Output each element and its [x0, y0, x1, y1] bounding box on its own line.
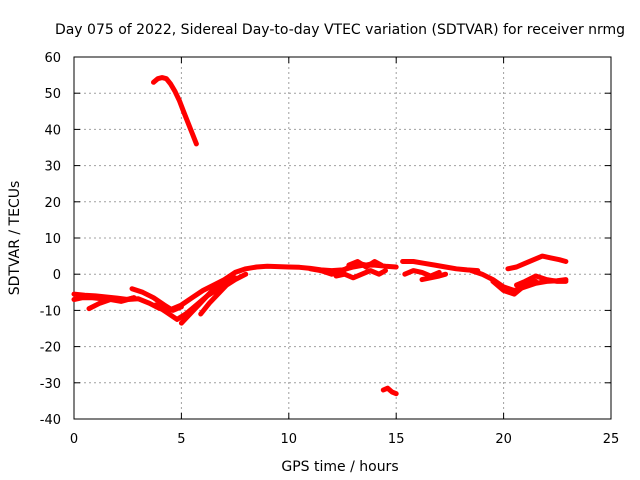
axis-ticks: 0 5 10 15 20 25 -40 -30 -20 -10 0 10 20 30 40 50 60	[40, 51, 620, 447]
chart-title: Day 075 of 2022, Sidereal Day-to-day VTE…	[55, 22, 625, 38]
y-tick-label: -20	[40, 341, 61, 356]
series-arc-early-upper	[129, 286, 184, 313]
x-tick-label: 0	[70, 432, 78, 447]
y-tick-label: 30	[44, 160, 61, 175]
series-arc-mid-noisy-high	[346, 259, 384, 270]
y-tick-label: 50	[44, 87, 61, 102]
y-tick-label: 0	[53, 268, 61, 283]
x-tick-label: 25	[603, 432, 620, 447]
y-axis-label: SDTVAR / TECUs	[7, 181, 23, 296]
y-tick-label: 60	[44, 51, 61, 66]
grid-lines	[74, 57, 611, 419]
series-arc-steep-rise	[178, 275, 238, 326]
y-tick-label: -40	[40, 413, 61, 428]
series-arc-dip	[86, 295, 137, 312]
series-arc-isolated-low	[380, 385, 399, 397]
x-tick-label: 15	[388, 432, 405, 447]
series-arc-evening-lower	[490, 278, 539, 297]
y-tick-label: 40	[44, 123, 61, 138]
x-tick-label: 10	[281, 432, 298, 447]
y-tick-label: -10	[40, 304, 61, 319]
x-axis-label: GPS time / hours	[281, 459, 398, 475]
y-tick-label: 10	[44, 232, 61, 247]
x-tick-label: 20	[495, 432, 512, 447]
series-arc-evening-upper	[505, 253, 569, 272]
y-tick-label: 20	[44, 196, 61, 211]
y-tick-label: -30	[40, 377, 61, 392]
series-arc-afternoon	[400, 259, 481, 274]
series-arc-late-rise	[198, 271, 249, 317]
series-arc-afternoon-short	[419, 271, 449, 283]
series-arc-evening-mid	[514, 273, 569, 288]
series-arc-mid-noisy-low	[333, 268, 388, 281]
x-tick-label: 5	[177, 432, 185, 447]
series-arc-high	[151, 75, 199, 147]
data-series	[71, 75, 569, 397]
